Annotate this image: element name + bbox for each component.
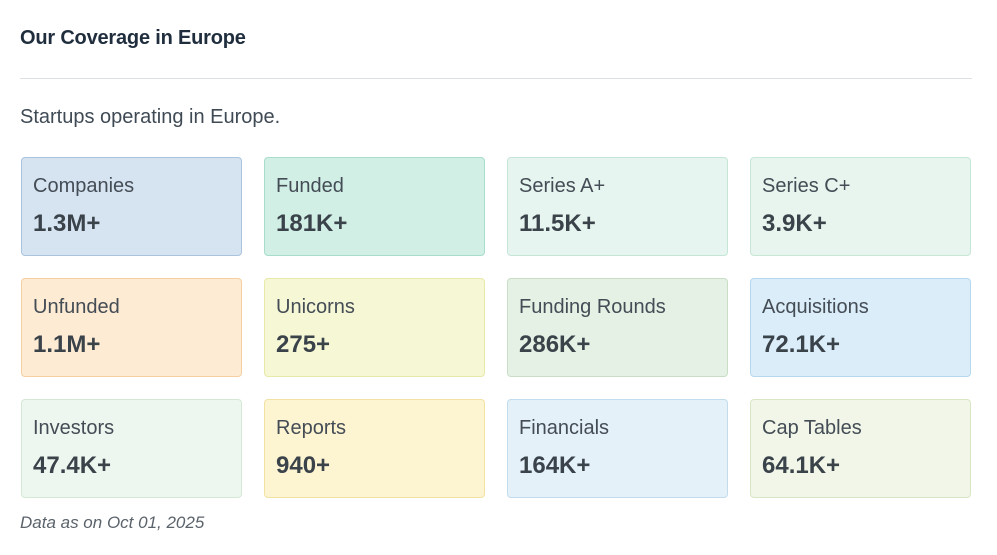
stat-label: Series C+ — [762, 175, 851, 197]
stat-label: Unicorns — [276, 296, 355, 318]
stat-value: 3.9K+ — [762, 210, 827, 237]
stat-value: 286K+ — [519, 331, 591, 358]
stat-label: Cap Tables — [762, 417, 862, 439]
stat-value: 47.4K+ — [33, 452, 112, 479]
stat-card-series-a[interactable]: Series A+ 11.5K+ — [507, 157, 728, 256]
stat-card-reports[interactable]: Reports 940+ — [264, 399, 485, 498]
data-date-note: Data as on Oct 01, 2025 — [20, 513, 205, 532]
stat-card-funded[interactable]: Funded 181K+ — [264, 157, 485, 256]
stat-value: 1.3M+ — [33, 210, 101, 237]
stat-value: 940+ — [276, 452, 331, 479]
stat-card-funding-rounds[interactable]: Funding Rounds 286K+ — [507, 278, 728, 377]
stat-label: Funded — [276, 175, 344, 197]
stat-card-series-c[interactable]: Series C+ 3.9K+ — [750, 157, 971, 256]
stat-label: Unfunded — [33, 296, 120, 318]
section-title: Our Coverage in Europe — [20, 27, 246, 49]
divider — [20, 78, 972, 79]
stat-card-unicorns[interactable]: Unicorns 275+ — [264, 278, 485, 377]
stat-card-unfunded[interactable]: Unfunded 1.1M+ — [21, 278, 242, 377]
stat-label: Companies — [33, 175, 135, 197]
stat-value: 72.1K+ — [762, 331, 841, 358]
stat-label: Investors — [33, 417, 115, 439]
stat-label: Funding Rounds — [519, 296, 666, 318]
stat-card-investors[interactable]: Investors 47.4K+ — [21, 399, 242, 498]
stat-label: Series A+ — [519, 175, 606, 197]
stat-card-companies[interactable]: Companies 1.3M+ — [21, 157, 242, 256]
stat-card-cap-tables[interactable]: Cap Tables 64.1K+ — [750, 399, 971, 498]
stat-label: Reports — [276, 417, 347, 439]
stat-value: 64.1K+ — [762, 452, 841, 479]
stat-card-acquisitions[interactable]: Acquisitions 72.1K+ — [750, 278, 971, 377]
section-subtitle: Startups operating in Europe. — [20, 106, 281, 128]
stat-value: 181K+ — [276, 210, 348, 237]
stat-label: Acquisitions — [762, 296, 869, 318]
stat-label: Financials — [519, 417, 610, 439]
stat-value: 275+ — [276, 331, 331, 358]
stat-card-financials[interactable]: Financials 164K+ — [507, 399, 728, 498]
stats-grid: Companies 1.3M+ Funded 181K+ Series A+ 1… — [21, 157, 972, 498]
stat-value: 11.5K+ — [519, 210, 596, 237]
stat-value: 164K+ — [519, 452, 591, 479]
stat-value: 1.1M+ — [33, 331, 101, 358]
